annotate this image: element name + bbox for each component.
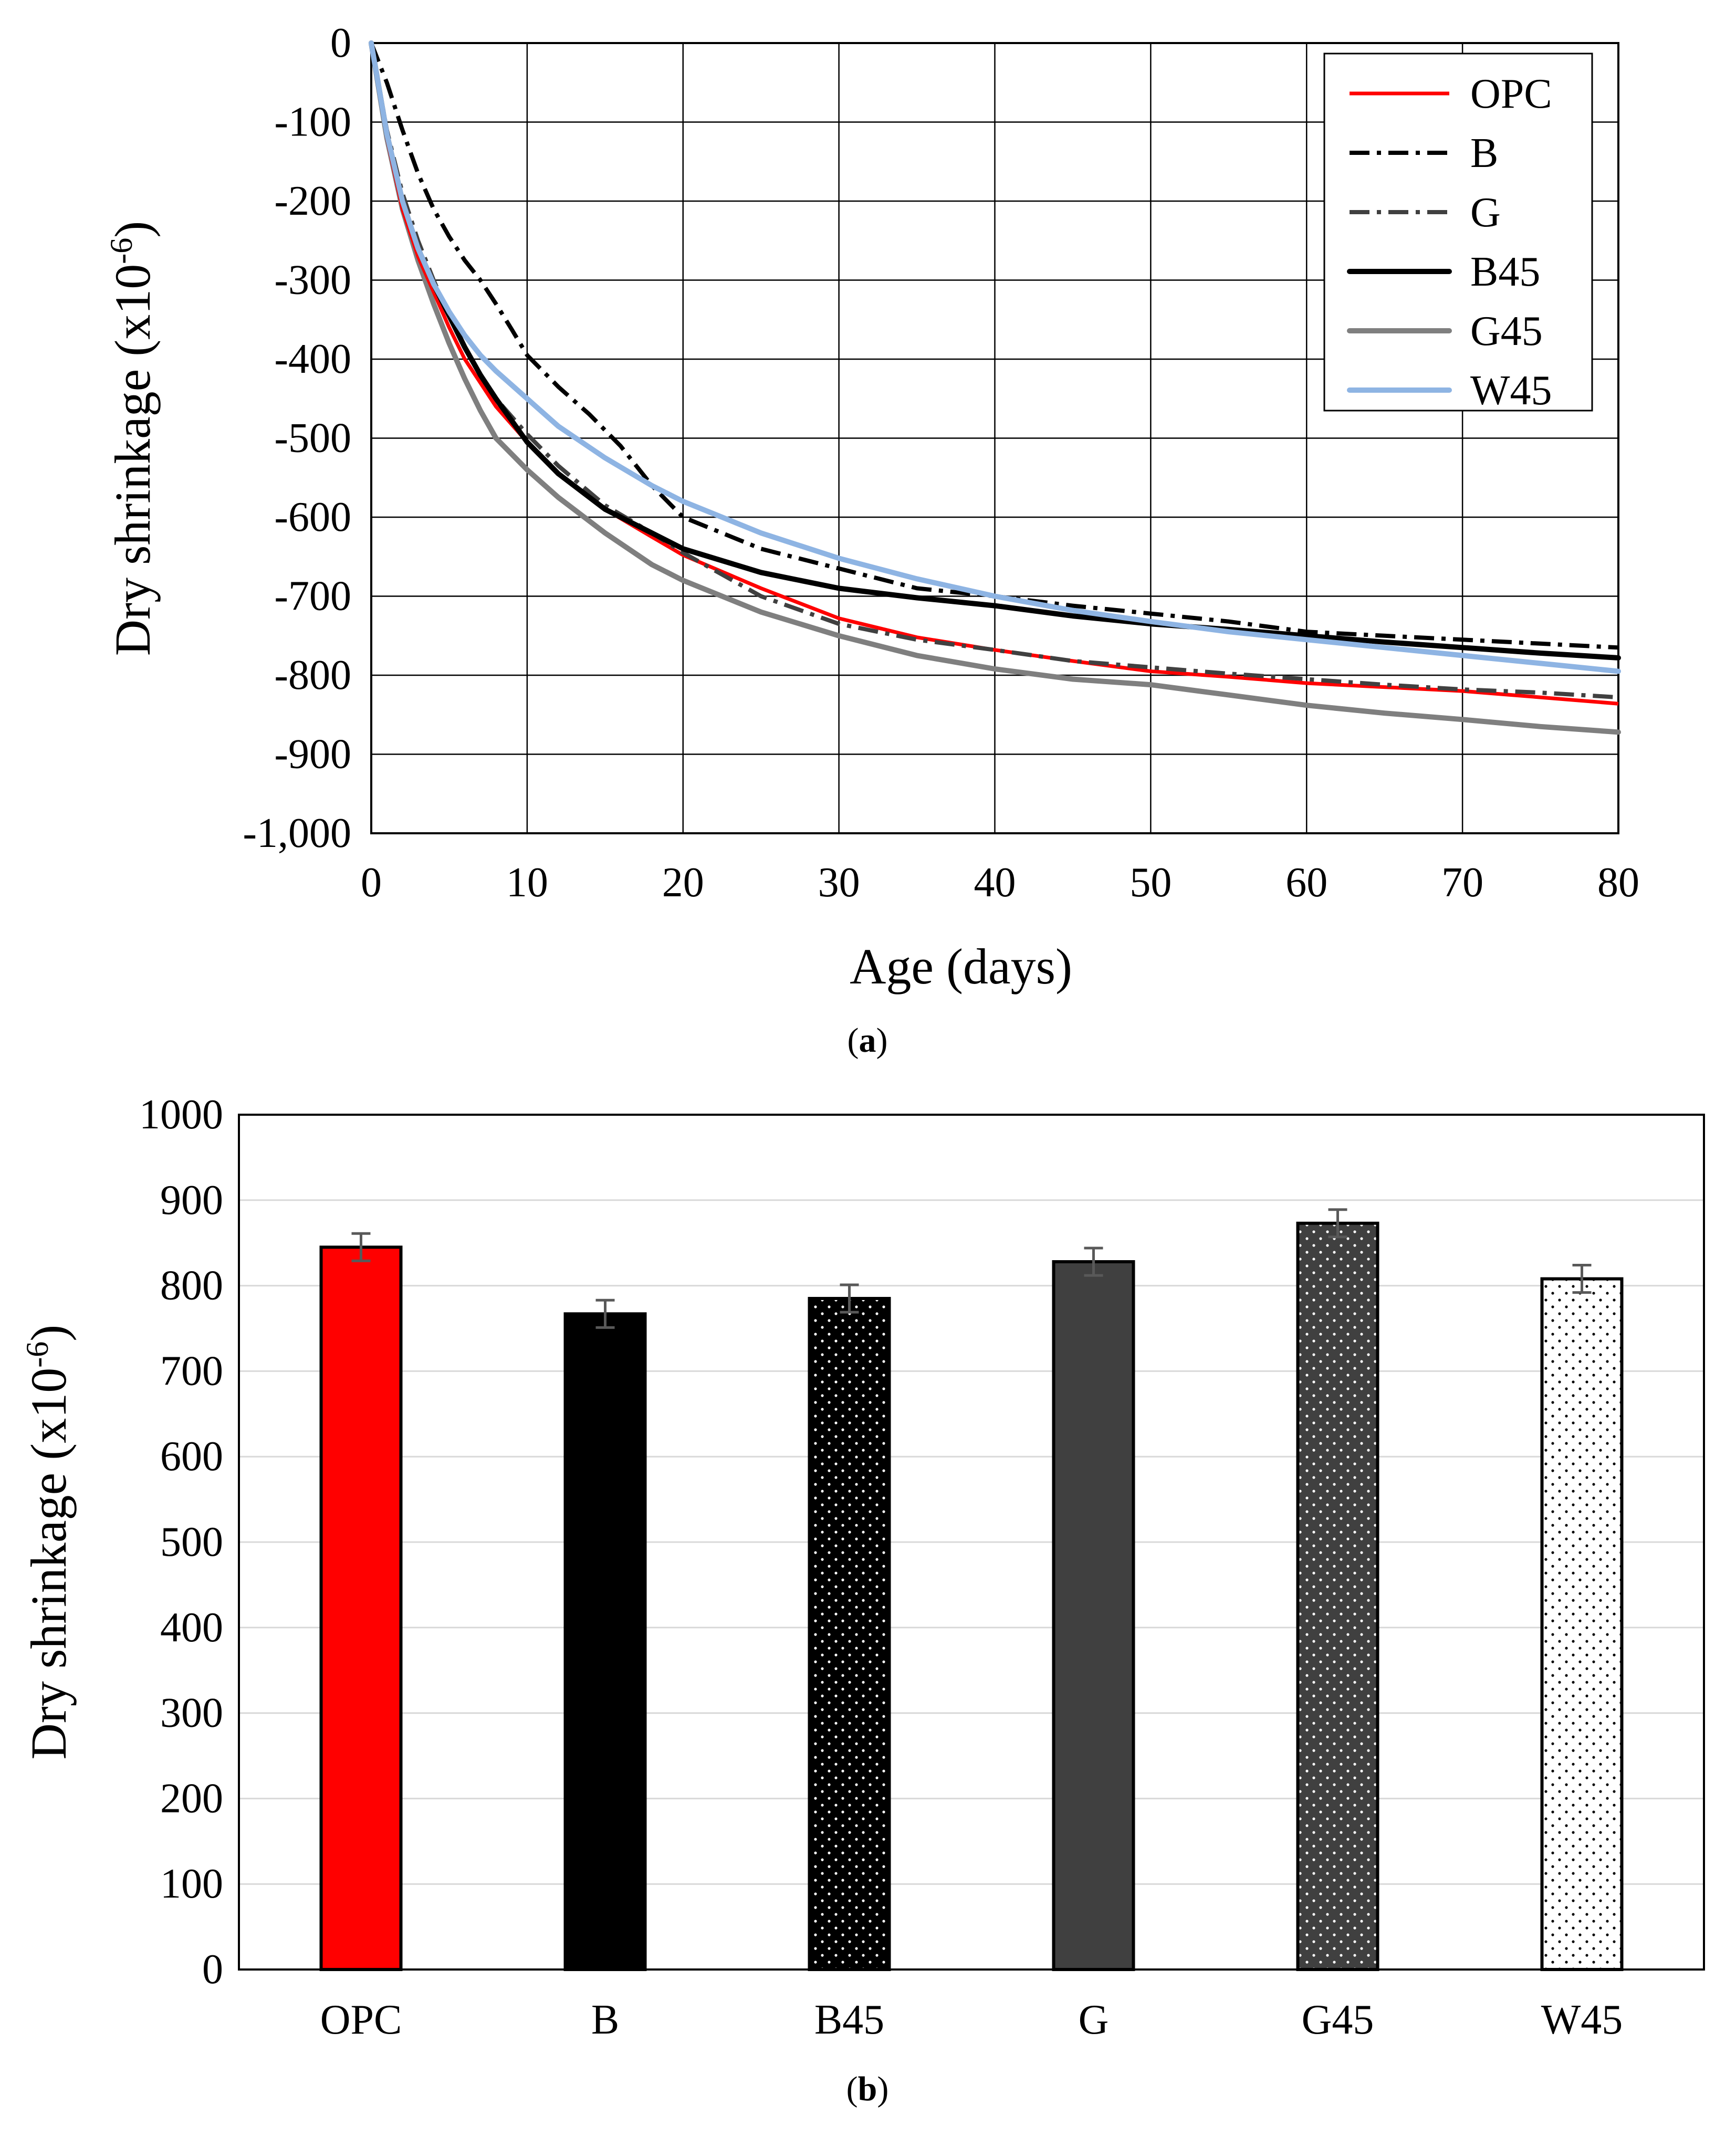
bar-y-tick-label: 200 (160, 1775, 223, 1821)
line-y-tick-label: 0 (330, 20, 351, 66)
bar-y-tick-label: 1000 (139, 1092, 223, 1138)
line-series-group (369, 40, 1621, 735)
panel-label-b-letter: b (858, 2070, 877, 2108)
line-x-tick-label: 20 (662, 860, 704, 906)
legend-label-opc: OPC (1470, 71, 1552, 117)
bar-y-tick-labels: 0 100 200 300 400 500 600 700 800 900 1000 (139, 1092, 223, 1993)
bar-x-tick-label: B (591, 1997, 619, 2043)
line-y-axis-title-suffix: ) (104, 221, 161, 238)
bar-b (563, 1312, 647, 1971)
panel-label-a: (a) (848, 1021, 888, 1060)
bar-g45 (1296, 1221, 1379, 1972)
line-x-tick-label: 30 (818, 860, 860, 906)
line-x-tick-label: 10 (506, 860, 548, 906)
line-x-tick-label: 0 (361, 860, 382, 906)
bar-x-tick-label: G45 (1302, 1997, 1374, 2043)
line-x-tick-label: 50 (1130, 860, 1172, 906)
legend-label-w45: W45 (1470, 368, 1552, 414)
line-y-tick-label: -600 (274, 494, 351, 540)
bar-w45 (1540, 1277, 1624, 1971)
bar-chart: 0 100 200 300 400 500 600 700 800 900 1000 OPC B B45… (20, 1092, 1705, 2108)
line-x-tick-label: 80 (1597, 860, 1639, 906)
line-y-tick-label: -700 (274, 573, 351, 620)
bar-y-axis-title-exponent: -6 (20, 1342, 55, 1368)
bar-y-tick-label: 800 (160, 1263, 223, 1309)
line-y-tick-label: -900 (274, 731, 351, 778)
bar-y-tick-label: 900 (160, 1177, 223, 1223)
line-y-axis-title-base: Dry shrinkage (x10 (104, 264, 161, 656)
bar-plot-border (238, 1114, 1705, 1971)
bar-y-tick-label: 300 (160, 1690, 223, 1736)
bar-y-axis-title-base: Dry shrinkage (x10 (20, 1368, 77, 1759)
line-x-tick-label: 70 (1441, 860, 1483, 906)
panel-label-a-letter: a (859, 1021, 876, 1060)
bar-x-tick-label: W45 (1541, 1997, 1623, 2043)
line-y-tick-label: -800 (274, 652, 351, 698)
line-y-tick-label: -200 (274, 178, 351, 224)
bar-gridlines (239, 1199, 1704, 1885)
legend-entries: OPC BG B45 G45 W45 (1347, 71, 1552, 414)
line-x-tick-label: 40 (974, 860, 1016, 906)
legend-box (1323, 53, 1593, 412)
line-chart: 0 10 20 30 40 50 60 70 80 0 -100 -200 -300 -400 -500 -… (104, 20, 1639, 1060)
series-line-opc (369, 43, 1619, 706)
line-plot-border (370, 42, 1619, 834)
legend-label-b45: B45 (1470, 249, 1540, 295)
bar-y-axis-title: Dry shrinkage (x10-6) (20, 1325, 77, 1759)
line-legend: OPC BG B45 G45 W45 (1323, 53, 1593, 414)
bar-x-tick-label: B45 (814, 1997, 884, 2043)
panel-label-b: (b) (846, 2070, 889, 2108)
line-x-axis-title: Age (days) (850, 938, 1072, 994)
legend-label-g: G (1470, 190, 1501, 236)
panel-label-b-close: ) (877, 2070, 888, 2108)
bar-x-tick-label: OPC (320, 1997, 402, 2043)
line-y-tick-label: -1,000 (243, 810, 351, 856)
legend-label-g45: G45 (1470, 308, 1543, 354)
line-x-tick-label: 60 (1285, 860, 1327, 906)
panel-label-a-close: ) (876, 1021, 888, 1060)
panel-label-b-open: ( (846, 2070, 858, 2108)
bar-y-tick-label: 500 (160, 1519, 223, 1565)
bar-series-group (319, 1208, 1624, 1972)
bar-x-tick-label: G (1079, 1997, 1109, 2043)
line-y-axis-title: Dry shrinkage (x10-6) (104, 221, 161, 656)
line-y-tick-label: -500 (274, 415, 351, 462)
bar-g (1052, 1260, 1135, 1972)
bar-b45 (808, 1297, 891, 1971)
line-y-tick-labels: 0 -100 -200 -300 -400 -500 -600 -700 -800 -900 -1,… (243, 20, 351, 856)
line-y-tick-label: -400 (274, 336, 351, 382)
bar-y-tick-label: 600 (160, 1433, 223, 1480)
bar-y-tick-label: 0 (202, 1946, 223, 1993)
bar-opc (319, 1245, 403, 1972)
panel-label-a-open: ( (848, 1021, 859, 1060)
bar-y-tick-label: 700 (160, 1348, 223, 1394)
series-line-g45 (369, 40, 1621, 735)
series-line-w45 (369, 40, 1621, 674)
line-y-axis-title-exponent: -6 (104, 238, 139, 264)
legend-label-b: B (1470, 130, 1498, 176)
series-line-b (369, 42, 1619, 650)
bar-y-axis-title-suffix: ) (20, 1325, 77, 1342)
line-y-tick-label: -100 (274, 99, 351, 145)
bar-y-tick-label: 100 (160, 1861, 223, 1907)
line-y-tick-label: -300 (274, 257, 351, 303)
line-x-tick-labels: 0 10 20 30 40 50 60 70 80 (361, 860, 1639, 906)
bar-x-tick-labels: OPC B B45 G G45 W45 (320, 1997, 1623, 2043)
bar-y-tick-label: 400 (160, 1605, 223, 1651)
